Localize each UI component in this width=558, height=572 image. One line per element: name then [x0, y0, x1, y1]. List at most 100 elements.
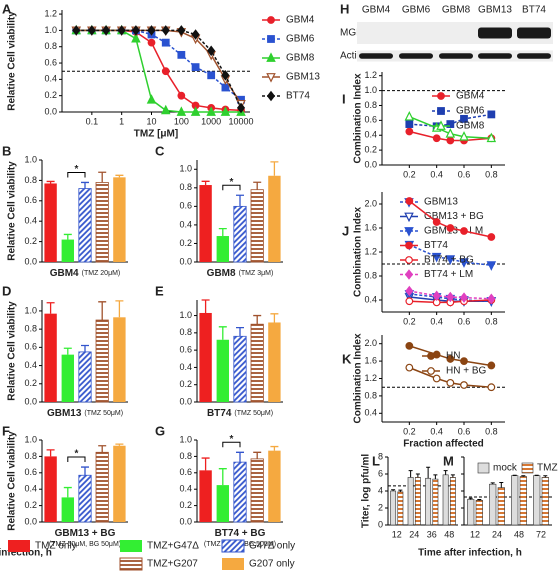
marker	[446, 120, 455, 128]
panel-letter: H	[340, 1, 349, 16]
bar	[519, 476, 527, 526]
x-tick-label: 0.2	[403, 316, 416, 326]
x-tick-label: 1	[119, 116, 124, 126]
marker	[206, 106, 216, 116]
marker	[177, 25, 186, 36]
marker	[431, 252, 442, 263]
bar	[78, 351, 92, 403]
legend-swatch	[221, 539, 245, 553]
y-tick-label: 0.0	[44, 106, 57, 116]
y-tick-label: 0.2	[24, 500, 37, 510]
marker	[161, 38, 170, 47]
y-tick-label: 0.4	[179, 484, 192, 494]
marker	[432, 290, 441, 302]
x-tick-label: 24	[409, 529, 419, 539]
legend-label: HN	[446, 351, 460, 362]
legend-label: GBM4	[456, 91, 485, 102]
marker	[405, 197, 414, 205]
marker	[146, 94, 157, 104]
y-axis-label: Combination Index	[353, 73, 364, 163]
bar	[78, 188, 92, 263]
y-tick-label: 0.4	[364, 408, 377, 418]
error-bar	[46, 302, 55, 314]
bar	[397, 491, 404, 526]
legend-marker	[405, 241, 413, 250]
marker	[405, 285, 414, 297]
marker	[177, 91, 186, 100]
legend-swatch	[8, 540, 30, 552]
marker	[432, 134, 441, 143]
bar	[61, 354, 74, 402]
marker	[160, 104, 171, 115]
bar	[61, 239, 74, 262]
bar	[467, 499, 475, 526]
legend-marker	[437, 107, 445, 115]
x-axis-label: Fraction affected	[403, 439, 484, 450]
marker	[147, 38, 156, 47]
marker	[161, 25, 170, 36]
bar	[268, 322, 281, 402]
legend-swatch	[119, 557, 143, 571]
legend-marker	[404, 212, 414, 223]
y-tick-label: 1.2	[364, 246, 377, 256]
y-tick-label: 1.6	[364, 355, 377, 365]
y-tick-label: 0.8	[364, 390, 377, 400]
bar	[199, 312, 212, 402]
panel-letter: J	[342, 223, 349, 238]
bar	[414, 477, 421, 526]
error-bar	[253, 181, 262, 190]
x-tick-label: 0.8	[485, 316, 498, 326]
marker	[191, 63, 200, 72]
series-line	[76, 29, 242, 112]
bar	[113, 177, 126, 262]
x-tick-label: 72	[536, 529, 546, 539]
blot-band	[478, 53, 512, 59]
y-tick-label: 0.8	[44, 41, 57, 51]
bar	[407, 477, 414, 526]
condition: (TMZ 50μM, BG 50μM)	[49, 541, 121, 548]
y-tick-label: 1.0	[179, 434, 192, 444]
legend-marker	[427, 367, 435, 375]
x-axis-label: GBM13 + BG	[55, 528, 116, 539]
y-tick-label: 0.6	[179, 345, 192, 355]
bar	[442, 474, 449, 526]
bar	[78, 474, 92, 523]
legend-label: HN + BG	[446, 366, 487, 377]
error-bar	[218, 468, 227, 486]
marker	[487, 293, 496, 305]
panel-letter: B	[2, 143, 11, 158]
x-tick-label: 0.4	[430, 316, 443, 326]
marker	[486, 261, 497, 271]
error-bar	[236, 194, 244, 207]
significance-bracket	[67, 456, 86, 463]
condition: (TMZ 50μM)	[84, 410, 123, 417]
bar	[425, 477, 432, 526]
x-tick-label: 0.4	[430, 169, 443, 179]
bar	[44, 456, 57, 522]
marker	[190, 106, 201, 116]
legend-swatch	[120, 540, 142, 552]
bar	[113, 317, 126, 402]
legend-label: mock	[493, 463, 518, 474]
error-bar	[63, 347, 72, 355]
y-tick-label: 0.6	[179, 201, 192, 211]
x-axis-label: Time after infection, h	[0, 548, 52, 559]
y-tick-label: 0.8	[364, 270, 377, 280]
marker	[221, 83, 230, 92]
panel-letter: F	[2, 423, 10, 438]
x-axis-label: GBM4 (TMZ 20μM)	[50, 268, 121, 279]
y-tick-label: 0.6	[179, 467, 192, 477]
title: BT74 + BG	[215, 528, 266, 539]
legend-label: BT74	[424, 240, 448, 251]
y-axis-label: Relative Cell viability	[7, 161, 18, 261]
error-bar	[270, 161, 279, 176]
x-tick-label: 0.4	[430, 426, 443, 436]
y-tick-label: 0.8	[364, 100, 377, 110]
marker	[87, 25, 96, 36]
y-tick-label: 6	[378, 468, 383, 478]
x-tick-label: 36	[427, 529, 437, 539]
bar	[250, 458, 264, 523]
x-tick-label: 0.1	[86, 116, 99, 126]
series-line	[409, 244, 492, 266]
error-bar	[98, 301, 107, 321]
